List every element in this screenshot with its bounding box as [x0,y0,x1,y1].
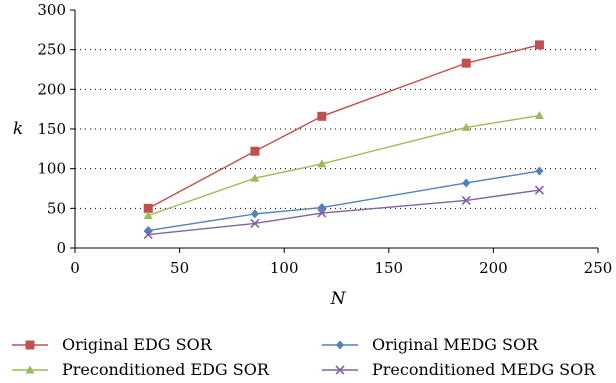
legend-marker [336,340,344,350]
legend-item: Preconditioned EDG SOR [12,360,270,379]
data-point [317,159,327,168]
y-tick-label: 50 [47,199,66,217]
y-tick-label: 0 [56,239,66,257]
x-tick-label: 0 [70,259,80,277]
legend-marker [25,365,35,374]
x-tick-label: 150 [374,259,403,277]
data-point [461,58,471,68]
data-point [250,218,260,228]
axes [70,9,599,253]
data-point [143,229,153,240]
legend-item: Original EDG SOR [12,335,213,354]
data-point [461,195,471,205]
data-point [317,208,327,218]
series-line [147,44,540,209]
series-3 [143,185,544,240]
legend-label: Preconditioned MEDG SOR [372,360,596,379]
data-point [535,166,544,176]
data-point [534,185,544,195]
legend-marker [335,365,345,375]
series-2 [144,166,544,236]
x-tick-label: 100 [270,259,299,277]
data-point [317,111,327,121]
legend-item: Preconditioned MEDG SOR [322,360,596,379]
data-point [250,209,259,219]
data-point [462,178,471,188]
data-point [143,203,153,213]
data-point [461,122,471,131]
series-1 [143,111,544,219]
y-tick-label: 250 [37,41,66,59]
marker-x-stroke [143,229,153,240]
marker-x-stroke [317,208,327,218]
series-0 [143,40,544,213]
legend-item: Original MEDG SOR [322,335,539,354]
marker-x-stroke [250,218,260,228]
series-line [147,114,540,217]
series-line [148,170,540,232]
legend-label: Original EDG SOR [62,335,213,354]
series-line [148,189,540,236]
legend-label: Preconditioned EDG SOR [62,360,270,379]
data-point [317,203,326,213]
y-axis-label: k [13,119,23,139]
legend-marker [25,340,35,350]
data-point [534,40,544,50]
marker-x-stroke [461,195,471,205]
x-tick-label: 50 [170,259,189,277]
data-point [143,210,153,219]
marker-x-stroke [534,185,544,195]
legend-label: Original MEDG SOR [372,335,539,354]
series-group [143,40,544,240]
y-tick-label: 200 [37,80,66,98]
marker-x-stroke [335,365,345,375]
x-tick-label: 250 [584,259,613,277]
data-point [250,173,260,182]
x-axis-label: N [330,289,347,309]
legend: Original EDG SOR Original MEDG SOR Precond… [12,335,596,379]
grid-lines [75,49,598,209]
x-tick-label: 200 [479,259,508,277]
data-point [250,146,260,156]
y-tick-label: 150 [37,120,66,138]
y-tick-label: 100 [37,160,66,178]
data-point [534,111,544,120]
y-tick-label: 300 [37,1,66,19]
tick-labels: 0 50 100 150 200 250 300 0 50 100 150 200 250 [37,1,612,277]
